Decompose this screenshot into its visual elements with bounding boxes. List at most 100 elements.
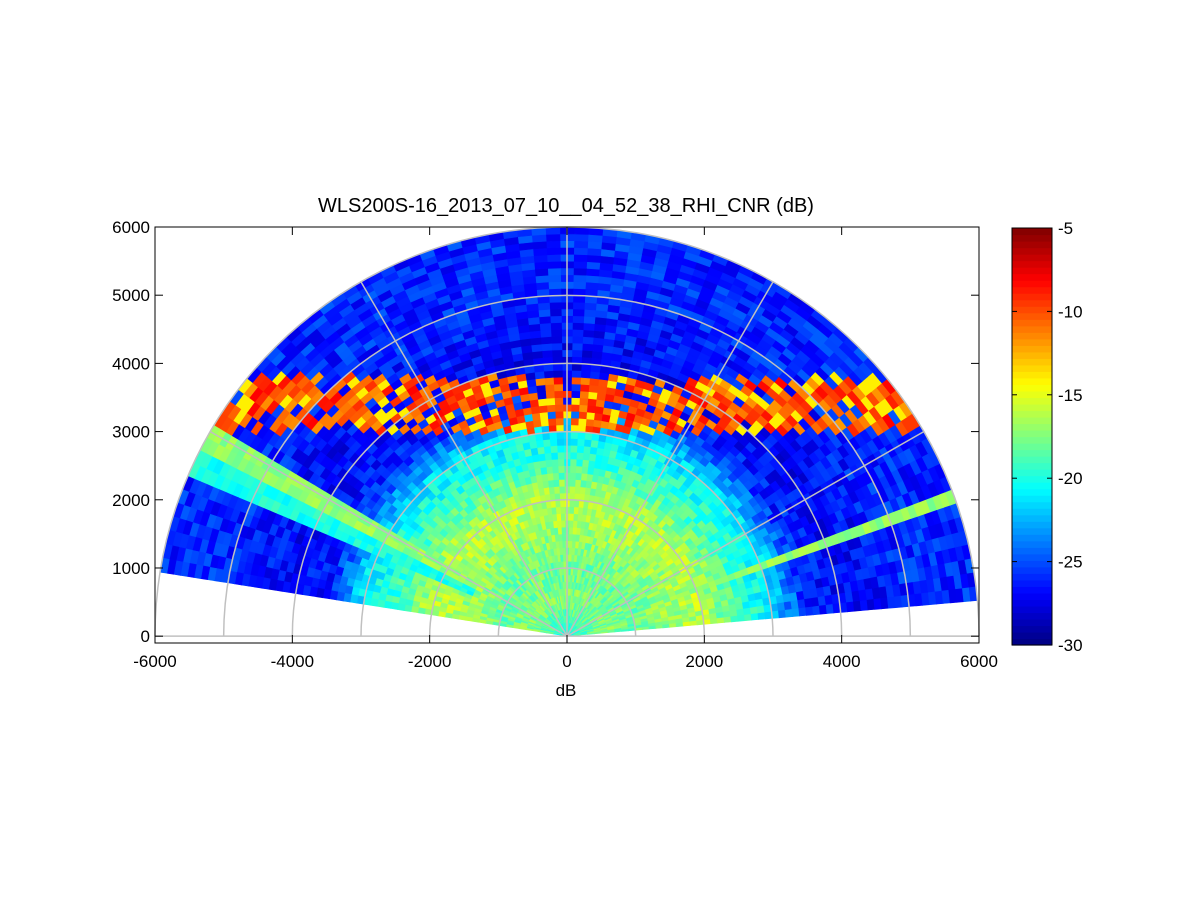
cnr-cell: [573, 316, 584, 323]
cnr-cell: [572, 370, 581, 377]
cnr-cell: [556, 418, 564, 425]
cnr-cell: [551, 452, 558, 459]
cnr-cell: [533, 248, 547, 256]
cnr-cell: [588, 241, 602, 249]
cnr-cell: [587, 405, 596, 413]
cnr-cell: [571, 418, 579, 425]
cnr-cell: [588, 234, 603, 242]
cnr-cell: [548, 275, 561, 282]
cnr-cell: [571, 398, 580, 405]
cnr-cell: [574, 507, 579, 514]
cnr-cell: [569, 493, 574, 500]
cnr-cell: [556, 425, 564, 432]
cnr-cell: [544, 377, 553, 384]
cnr-cell: [572, 343, 583, 350]
cnr-cell: [593, 420, 602, 428]
cnr-cell: [590, 447, 598, 455]
cnr-cell: [574, 227, 589, 234]
cnr-cell: [532, 234, 547, 242]
cnr-cell: [541, 337, 552, 345]
cnr-cell: [540, 323, 551, 331]
cnr-cell: [536, 385, 546, 393]
cnr-cell: [568, 554, 571, 561]
cnr-cell: [572, 350, 582, 357]
cnr-cell: [557, 452, 564, 459]
cnr-cell: [576, 459, 583, 466]
cnr-cell: [573, 514, 578, 521]
cnr-cell: [535, 378, 545, 386]
cnr-cell: [737, 615, 745, 622]
cnr-cell: [551, 459, 558, 466]
cnr-cell: [542, 350, 552, 358]
cnr-cell: [751, 613, 759, 620]
cnr-cell: [853, 600, 861, 611]
cnr-cell: [534, 255, 548, 263]
cnr-cell: [806, 606, 814, 615]
cnr-cell: [571, 432, 578, 439]
cnr-cell: [571, 377, 580, 384]
cnr-cell: [574, 261, 587, 268]
cnr-cell: [579, 398, 588, 405]
cnr-cell: [583, 446, 590, 453]
cnr-cell: [545, 384, 554, 391]
cnr-cell: [572, 363, 582, 370]
cnr-cell: [540, 330, 551, 338]
cnr-cell: [812, 605, 820, 614]
cnr-cell: [590, 371, 600, 379]
cnr-cell: [557, 438, 564, 445]
cnr-cell: [540, 419, 548, 427]
cnr-cell: [438, 612, 446, 618]
cnr-cell: [543, 439, 551, 447]
cnr-cell: [573, 282, 586, 289]
cnr-cell: [547, 248, 561, 255]
cnr-cell: [555, 404, 563, 411]
cnr-cell: [589, 385, 599, 393]
cnr-cell: [586, 262, 600, 270]
cnr-cell: [574, 500, 579, 507]
cnr-cell: [559, 486, 564, 493]
cnr-cell: [541, 343, 552, 351]
cnr-cell: [569, 527, 573, 534]
cnr-cell: [570, 452, 577, 459]
cnr-cell: [560, 493, 565, 500]
cnr-cell: [584, 439, 592, 447]
cnr-cell: [551, 323, 562, 330]
cnr-cell: [586, 419, 594, 427]
cnr-cell: [569, 520, 573, 527]
cnr-cell: [573, 268, 586, 275]
cnr-cell: [547, 405, 555, 412]
cnr-cell: [568, 561, 571, 568]
cnr-cell: [581, 473, 587, 480]
cnr-cell: [553, 480, 559, 487]
cnr-cell: [590, 440, 598, 448]
cnr-cell: [535, 268, 548, 276]
cnr-cell: [572, 329, 583, 336]
cnr-cell: [577, 446, 584, 453]
cnr-cell: [570, 466, 576, 473]
cnr-cell: [547, 411, 555, 418]
cnr-cell: [561, 527, 565, 534]
cnr-cell: [561, 513, 566, 520]
cnr-cell: [589, 453, 596, 461]
cnr-cell: [731, 615, 738, 622]
cnr-cell: [531, 344, 542, 352]
cnr-cell: [570, 438, 577, 445]
cnr-cell: [552, 466, 558, 473]
cnr-cell: [556, 432, 563, 439]
cnr-cell: [546, 391, 555, 398]
cnr-cell: [583, 453, 590, 461]
cnr-cell: [548, 418, 556, 425]
cnr-cell: [548, 268, 561, 275]
cnr-cell: [572, 541, 576, 548]
cnr-cell: [573, 520, 578, 527]
cnr-cell: [569, 541, 572, 548]
cnr-cell: [546, 241, 560, 248]
cnr-cell: [535, 275, 548, 283]
cnr-cell: [581, 371, 591, 378]
cnr-cell: [579, 405, 587, 412]
cnr-cell: [557, 445, 564, 452]
cnr-cell: [584, 309, 596, 317]
cnr-cell: [571, 391, 580, 398]
cnr-cell: [580, 384, 589, 391]
cnr-cell: [571, 404, 579, 411]
